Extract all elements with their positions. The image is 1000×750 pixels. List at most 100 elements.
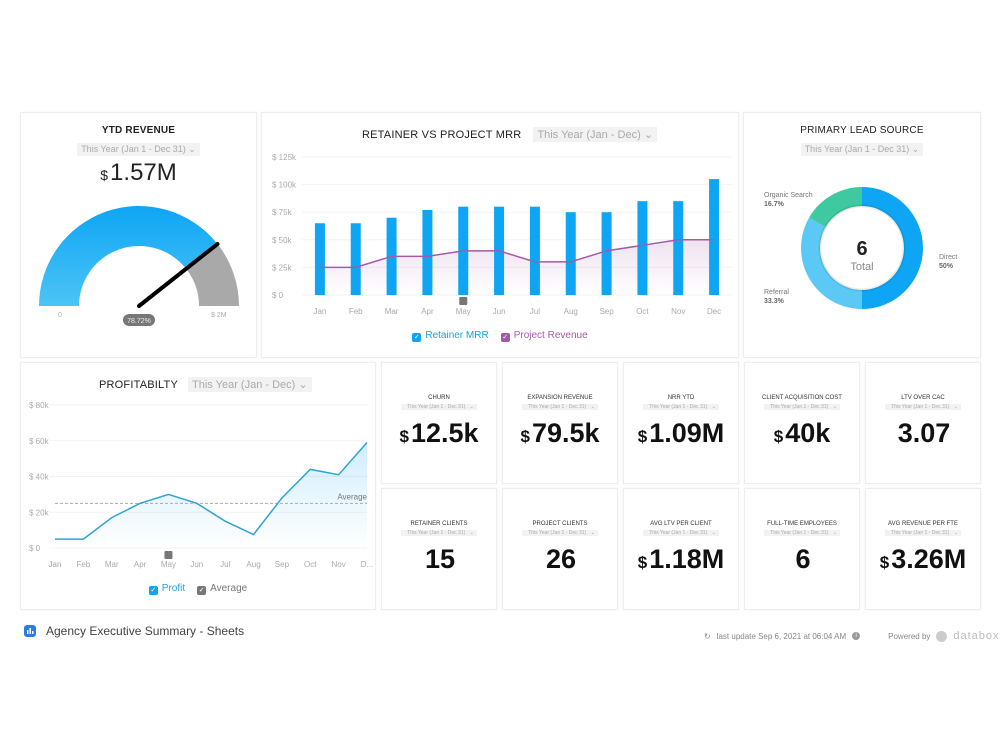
kpi-title: CHURN [428, 395, 450, 401]
kpi-value: 6 [795, 544, 811, 574]
period-label: This Year (Jan 1 - Dec 31) [404, 404, 469, 410]
profit-title: PROFITABILTY [99, 378, 179, 391]
currency-symbol: $ [773, 427, 784, 446]
x-tick-label: Oct [636, 307, 649, 316]
kpi-tile: AVG LTV PER CLIENT This Year (Jan 1 - De… [623, 488, 739, 610]
kpi-tile: PROJECT CLIENTS This Year (Jan 1 - Dec 3… [502, 488, 618, 610]
kpi-period-dropdown[interactable]: This Year (Jan 1 - Dec 31) ⌄ [885, 404, 961, 410]
gauge-filled-arc [39, 206, 218, 306]
kpi-period-dropdown[interactable]: This Year (Jan 1 - Dec 31) ⌄ [764, 530, 840, 536]
retainer-vs-project-panel: RETAINER VS PROJECT MRR This Year (Jan -… [261, 112, 739, 358]
x-tick-label: Sep [275, 560, 290, 569]
footer-left: Agency Executive Summary - Sheets [24, 624, 244, 638]
revenue-gauge: 0 $ 2M 78.72% [39, 206, 239, 326]
kpi-tile: EXPANSION REVENUE This Year (Jan 1 - Dec… [502, 362, 618, 484]
annotation-icon [459, 297, 468, 305]
x-tick-label: Feb [349, 307, 363, 316]
donut-inner-ring [818, 204, 906, 292]
legend-average[interactable]: ✓ Average [197, 583, 247, 595]
profit-period-dropdown[interactable]: This Year (Jan - Dec) ⌄ [188, 377, 312, 392]
kpi-tile: CHURN This Year (Jan 1 - Dec 31) ⌄ $12.5… [381, 362, 497, 484]
kpi-tile: NRR YTD This Year (Jan 1 - Dec 31) ⌄ $1.… [623, 362, 739, 484]
slice-pct-organic: 16.7% [764, 201, 785, 208]
project-revenue-line [319, 239, 715, 269]
kpi-period-dropdown[interactable]: This Year (Jan 1 - Dec 31) ⌄ [764, 404, 840, 410]
kpi-title: AVG LTV PER CLIENT [650, 521, 712, 527]
x-tick-label: Nov [332, 560, 346, 569]
y-tick-label: $ 0 [272, 291, 284, 300]
kpi-value: 26 [545, 544, 577, 574]
gauge-max-label: $ 2M [211, 312, 227, 319]
gauge-needle [137, 242, 220, 308]
ytd-revenue-value: 1.57M [110, 159, 177, 186]
kpi-period-dropdown[interactable]: This Year (Jan 1 - Dec 31) ⌄ [885, 530, 961, 536]
currency-symbol: $ [879, 553, 890, 572]
x-tick-label: Jun [190, 560, 203, 569]
period-label: This Year (Jan 1 - Dec 31) [646, 530, 711, 536]
bar-retainer-nov [673, 201, 684, 295]
period-label: This Year (Jan 1 - Dec 31) [767, 404, 832, 410]
kpi-period-dropdown[interactable]: This Year (Jan 1 - Dec 31) ⌄ [643, 404, 719, 410]
currency-symbol: $ [100, 167, 109, 183]
profit-area [55, 442, 367, 548]
donut-slice-direct [862, 187, 923, 309]
bar-retainer-sep [601, 212, 612, 295]
ytd-revenue-panel: YTD REVENUE This Year (Jan 1 - Dec 31) ⌄… [20, 112, 257, 358]
donut-total-value: 6 [856, 238, 867, 260]
kpi-title: EXPANSION REVENUE [527, 395, 593, 401]
kpi-tile: FULL-TIME EMPLOYEES This Year (Jan 1 - D… [744, 488, 860, 610]
kpi-period-dropdown[interactable]: This Year (Jan 1 - Dec 31) ⌄ [522, 404, 598, 410]
info-icon[interactable]: i [852, 632, 861, 640]
slice-pct-direct: 50% [939, 263, 954, 270]
slice-pct-referral: 33.3% [764, 298, 785, 305]
average-label: Average [337, 492, 367, 501]
currency-symbol: $ [637, 553, 648, 572]
checkbox-icon: ✓ [148, 586, 158, 595]
legend-profit[interactable]: ✓ Profit [148, 583, 185, 595]
donut-slice-organic-search [809, 187, 862, 228]
kpi-title: RETAINER CLIENTS [410, 521, 468, 527]
checkbox-icon: ✓ [412, 333, 422, 342]
period-label: This Year (Jan 1 - Dec 31) [888, 530, 953, 536]
y-tick-label: $ 50k [272, 236, 293, 245]
bar-retainer-jan [314, 223, 325, 295]
kpi-title: AVG REVENUE PER FTE [888, 521, 958, 527]
powered-by-label: Powered by [888, 631, 931, 641]
y-tick-label: $ 100k [272, 181, 297, 190]
kpi-value: 1.09M [649, 418, 725, 448]
x-tick-label: Dec [707, 307, 721, 316]
legend-label: Average [210, 583, 248, 594]
bar-retainer-feb [350, 223, 361, 295]
mrr-legend: ✓ Retainer MRR ✓ Project Revenue [262, 330, 738, 342]
x-tick-label: Jun [493, 307, 506, 316]
kpi-period-dropdown[interactable]: This Year (Jan 1 - Dec 31) ⌄ [401, 530, 477, 536]
bar-retainer-dec [709, 179, 720, 295]
legend-project-revenue[interactable]: ✓ Project Revenue [500, 330, 588, 342]
x-tick-label: Aug [246, 560, 260, 569]
kpi-tile: LTV OVER CAC This Year (Jan 1 - Dec 31) … [865, 362, 981, 484]
kpi-title: LTV OVER CAC [901, 395, 945, 401]
primary-lead-source-panel: PRIMARY LEAD SOURCE This Year (Jan 1 - D… [743, 112, 981, 358]
gauge-percent-label: 78.72% [127, 318, 151, 325]
mrr-period-dropdown[interactable]: This Year (Jan - Dec) ⌄ [533, 127, 658, 142]
bar-retainer-aug [565, 212, 576, 295]
y-tick-label: $ 40k [29, 473, 50, 482]
kpi-value: 79.5k [531, 418, 600, 448]
kpi-period-dropdown[interactable]: This Year (Jan 1 - Dec 31) ⌄ [401, 404, 477, 410]
ytd-period-dropdown[interactable]: This Year (Jan 1 - Dec 31) ⌄ [77, 143, 200, 156]
x-tick-label: Aug [564, 307, 578, 316]
refresh-icon[interactable]: ↻ [704, 631, 711, 641]
kpi-period-dropdown[interactable]: This Year (Jan 1 - Dec 31) ⌄ [522, 530, 598, 536]
legend-retainer-mrr[interactable]: ✓ Retainer MRR [412, 330, 489, 342]
period-label: This Year (Jan 1 - Dec 31) [767, 530, 832, 536]
dashboard-logo-icon [24, 625, 36, 637]
checkbox-icon: ✓ [500, 333, 510, 342]
legend-label: Retainer MRR [425, 330, 489, 341]
kpi-period-dropdown[interactable]: This Year (Jan 1 - Dec 31) ⌄ [643, 530, 719, 536]
lead-period-dropdown[interactable]: This Year (Jan 1 - Dec 31) ⌄ [800, 143, 924, 156]
kpi-tile: CLIENT ACQUISITION COST This Year (Jan 1… [744, 362, 860, 484]
period-label: This Year (Jan 1 - Dec 31) [81, 144, 186, 154]
donut-total-label: Total [850, 261, 873, 273]
footer-right: ↻ last update Sep 6, 2021 at 06:04 AM i … [704, 630, 1000, 642]
